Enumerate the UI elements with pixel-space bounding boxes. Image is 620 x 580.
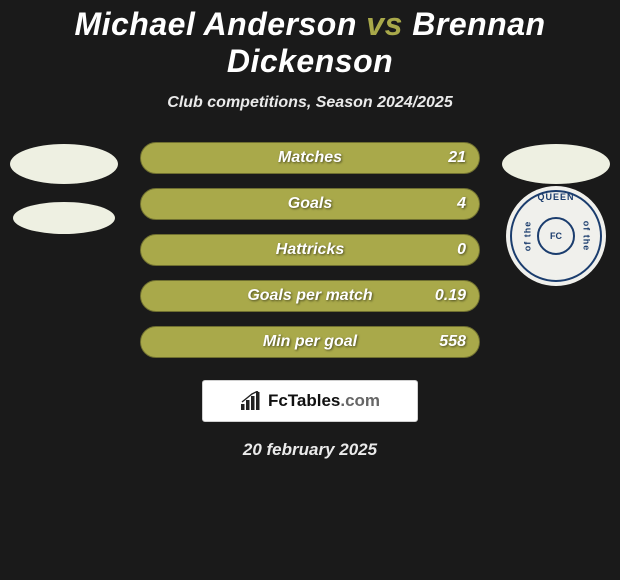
stat-value-right: 21 bbox=[448, 149, 466, 167]
player2-avatar-placeholder bbox=[502, 144, 610, 184]
comparison-widget: Michael Anderson vs Brennan Dickenson Cl… bbox=[0, 0, 620, 460]
crest-text-top: QUEEN bbox=[537, 192, 574, 202]
stat-label: Hattricks bbox=[276, 241, 344, 259]
stat-label: Matches bbox=[278, 149, 342, 167]
stat-value-right: 0.19 bbox=[435, 287, 466, 305]
stats-bars: Matches 21 Goals 4 Hattricks 0 Goals per… bbox=[140, 142, 480, 372]
subtitle: Club competitions, Season 2024/2025 bbox=[0, 94, 620, 112]
player1-name: Michael Anderson bbox=[74, 6, 356, 42]
stat-row-goals-per-match: Goals per match 0.19 bbox=[140, 280, 480, 312]
player1-club-placeholder bbox=[13, 202, 115, 234]
player1-avatar-column bbox=[4, 142, 124, 234]
fctables-brand-text: FcTables.com bbox=[268, 391, 380, 411]
crest-text-left: of the bbox=[522, 221, 532, 252]
stat-label: Min per goal bbox=[263, 333, 357, 351]
stats-layout: Matches 21 Goals 4 Hattricks 0 Goals per… bbox=[0, 142, 620, 362]
vs-separator: vs bbox=[366, 6, 403, 42]
stat-label: Goals bbox=[288, 195, 332, 213]
snapshot-date: 20 february 2025 bbox=[0, 440, 620, 460]
bar-chart-icon bbox=[240, 391, 262, 411]
page-title: Michael Anderson vs Brennan Dickenson bbox=[0, 6, 620, 80]
stat-value-right: 0 bbox=[457, 241, 466, 259]
stat-row-hattricks: Hattricks 0 bbox=[140, 234, 480, 266]
crest-center: FC bbox=[537, 217, 575, 255]
stat-value-right: 558 bbox=[439, 333, 466, 351]
stat-row-matches: Matches 21 bbox=[140, 142, 480, 174]
brand-domain: .com bbox=[340, 391, 380, 410]
fctables-logo[interactable]: FcTables.com bbox=[202, 380, 418, 422]
brand-name: FcTables bbox=[268, 391, 340, 410]
player2-avatar-column: QUEEN of the of the FC bbox=[496, 142, 616, 286]
stat-row-goals: Goals 4 bbox=[140, 188, 480, 220]
stat-label: Goals per match bbox=[247, 287, 372, 305]
stat-row-min-per-goal: Min per goal 558 bbox=[140, 326, 480, 358]
stat-value-right: 4 bbox=[457, 195, 466, 213]
player1-avatar-placeholder bbox=[10, 144, 118, 184]
crest-text-right: of the bbox=[581, 221, 591, 252]
player2-club-crest: QUEEN of the of the FC bbox=[506, 186, 606, 286]
